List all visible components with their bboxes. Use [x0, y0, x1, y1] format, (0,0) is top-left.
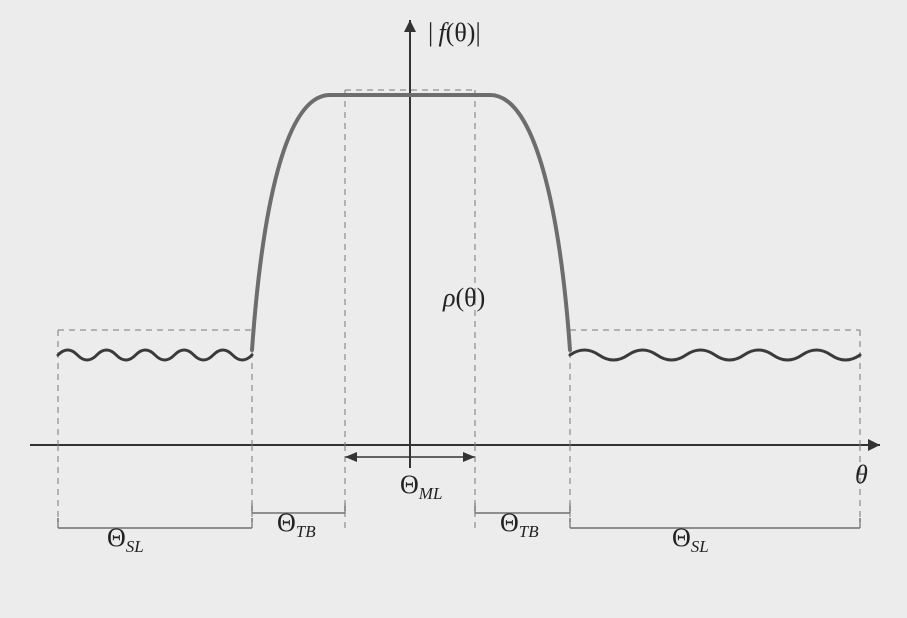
theta-sub-sl1: SL	[126, 537, 144, 556]
theta-sub-ml: ML	[419, 484, 443, 503]
y-axis-label: | f(θ)|	[428, 18, 481, 48]
theta-sym-sl2: Θ	[672, 523, 691, 552]
abs-bar-close: |	[475, 18, 480, 47]
theta-sym-tb1: Θ	[277, 508, 296, 537]
theta-sym-sl1: Θ	[107, 523, 126, 552]
rho-arg: (θ)	[455, 283, 485, 312]
f-symbol: f	[438, 18, 445, 47]
theta-sl-right-label: ΘSL	[672, 523, 709, 557]
theta-sym-ml: Θ	[400, 470, 419, 499]
rho-label: ρ(θ)	[443, 283, 485, 313]
theta-tb-left-label: ΘTB	[277, 508, 316, 542]
rho-symbol: ρ	[443, 283, 455, 312]
theta-sub-tb2: TB	[519, 522, 539, 541]
theta-ml-label: ΘML	[400, 470, 442, 504]
theta-sub-tb1: TB	[296, 522, 316, 541]
abs-bar: |	[428, 18, 433, 47]
theta-sym-tb2: Θ	[500, 508, 519, 537]
theta-tb-right-label: ΘTB	[500, 508, 539, 542]
f-arg: (θ)	[446, 18, 476, 47]
theta-sub-sl2: SL	[691, 537, 709, 556]
diagram-root: { "canvas": { "w": 907, "h": 618, "bg": …	[0, 0, 907, 618]
theta-sl-left-label: ΘSL	[107, 523, 144, 557]
x-axis-label: θ	[855, 460, 868, 490]
